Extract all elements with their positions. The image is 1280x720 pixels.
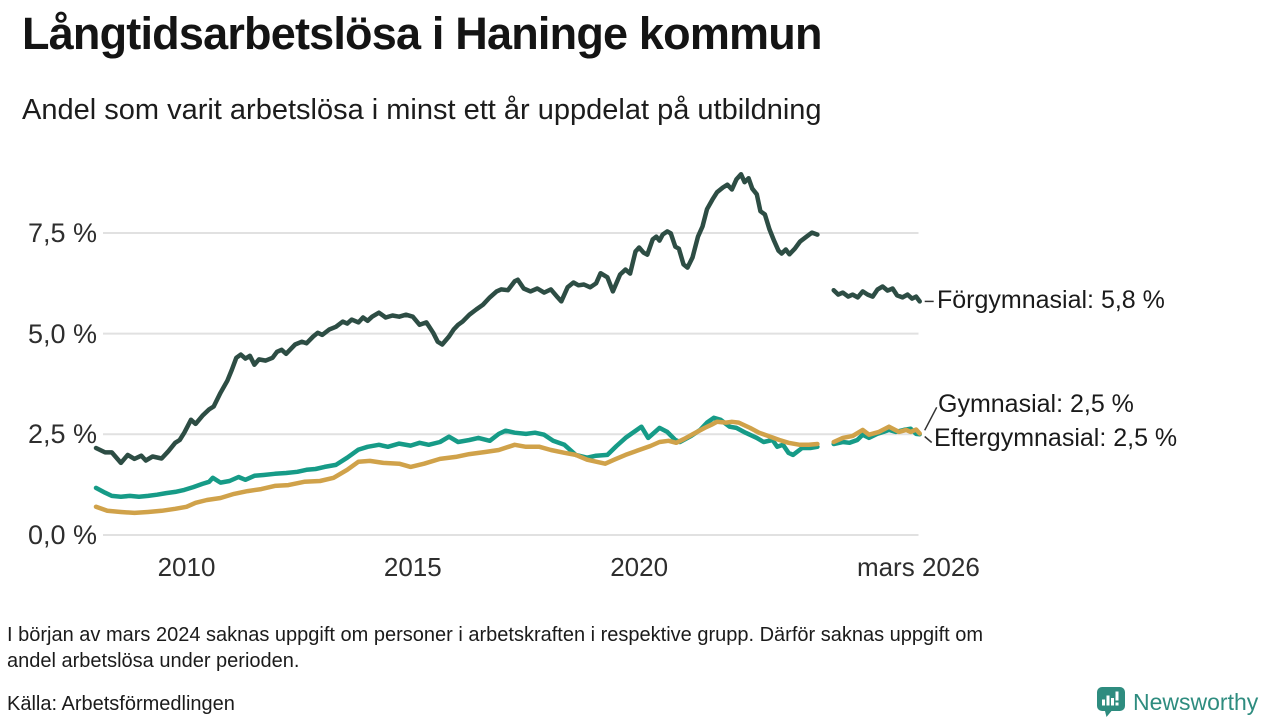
gridlines <box>103 232 919 536</box>
footnote-line-1: I början av mars 2024 saknas uppgift om … <box>7 624 984 646</box>
x-axis-label: 2020 <box>610 552 669 582</box>
x-axis-label: 2010 <box>157 552 216 582</box>
footnote-line-2: andel arbetslösa under perioden. <box>7 650 300 672</box>
y-axis-label: 5,0 % <box>27 318 97 349</box>
newsworthy-wordmark: Newsworthy <box>1133 688 1259 715</box>
label-connector <box>924 435 933 444</box>
series-label-gymnasial: Gymnasial: 2,5 % <box>938 390 1134 418</box>
series-line-gymnasial <box>93 415 922 499</box>
y-axis-label: 7,5 % <box>27 217 97 248</box>
series-line-förgymnasial <box>93 171 922 466</box>
label-connector <box>924 406 938 431</box>
x-axis-label: 2015 <box>383 552 442 582</box>
source-text: Källa: Arbetsförmedlingen <box>7 693 235 715</box>
series-label-eftergymnasial: Eftergymnasial: 2,5 % <box>934 424 1178 452</box>
page-subtitle: Andel som varit arbetslösa i minst ett å… <box>22 94 822 126</box>
series-line-eftergymnasial <box>93 419 922 516</box>
newsworthy-logo: Newsworthy <box>1096 686 1258 718</box>
x-axis-label: mars 2026 <box>856 552 980 582</box>
y-axis-label: 2,5 % <box>27 419 97 450</box>
footnote: I början av mars 2024 saknas uppgift om … <box>7 622 1273 674</box>
y-axis-label: 0,0 % <box>27 520 97 550</box>
newsworthy-icon <box>1097 687 1125 717</box>
page-title: Långtidsarbetslösa i Haninge kommun <box>22 8 822 59</box>
series-label-forgymnasial: Förgymnasial: 5,8 % <box>937 286 1165 314</box>
